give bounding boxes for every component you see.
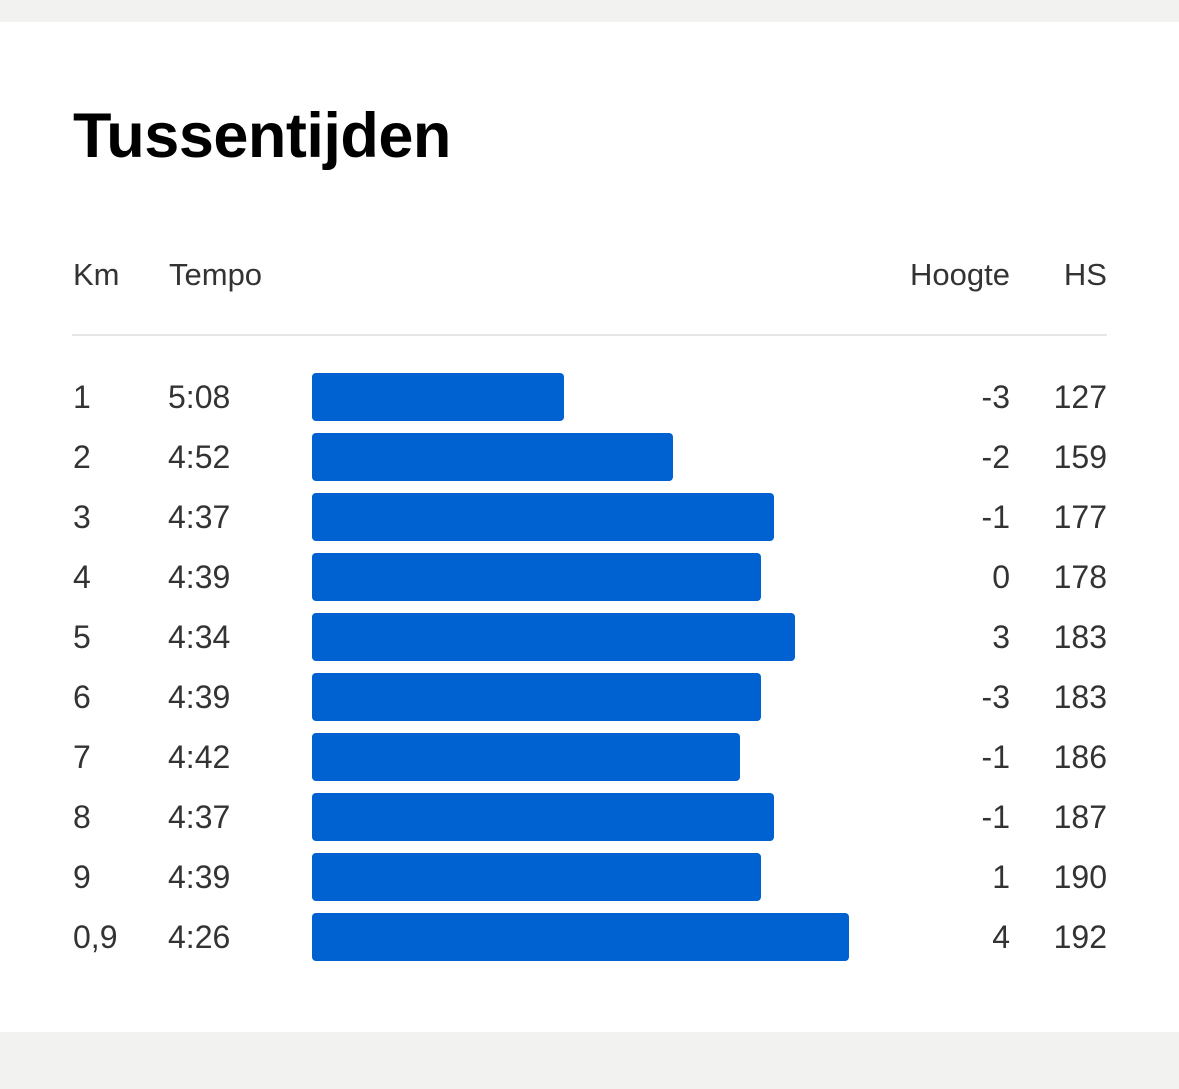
split-km: 5	[73, 619, 91, 655]
split-hoogte: 3	[992, 619, 1010, 655]
split-heart-rate: 127	[1053, 379, 1107, 415]
split-row: 7 4:42 -1 186	[0, 733, 1179, 781]
split-row: 6 4:39 -3 183	[0, 673, 1179, 721]
split-row: 4 4:39 0 178	[0, 553, 1179, 601]
split-heart-rate: 183	[1053, 679, 1107, 715]
split-row: 2 4:52 -2 159	[0, 433, 1179, 481]
pace-bar	[312, 553, 761, 601]
split-tempo: 4:39	[168, 559, 231, 595]
split-hoogte: 1	[992, 859, 1010, 895]
split-km: 2	[73, 439, 91, 475]
split-km: 0,9	[73, 919, 118, 955]
split-km: 8	[73, 799, 91, 835]
split-heart-rate: 159	[1053, 439, 1107, 475]
split-heart-rate: 192	[1053, 919, 1107, 955]
column-header-hs: HS	[1063, 257, 1107, 292]
split-hoogte: -3	[981, 379, 1010, 415]
split-heart-rate: 190	[1053, 859, 1107, 895]
header-divider	[72, 334, 1107, 336]
pace-bar	[312, 913, 849, 961]
pace-bar	[312, 853, 761, 901]
split-heart-rate: 177	[1053, 499, 1107, 535]
split-row: 1 5:08 -3 127	[0, 373, 1179, 421]
split-km: 9	[73, 859, 91, 895]
pace-bar	[312, 793, 774, 841]
split-hoogte: -1	[981, 499, 1010, 535]
split-tempo: 4:39	[168, 859, 231, 895]
column-header-hoogte: Hoogte	[910, 257, 1010, 292]
split-km: 7	[73, 739, 91, 775]
pace-bar	[312, 673, 761, 721]
split-tempo: 5:08	[168, 379, 231, 415]
pace-bar	[312, 733, 740, 781]
split-km: 1	[73, 379, 91, 415]
split-row: 5 4:34 3 183	[0, 613, 1179, 661]
split-tempo: 4:52	[168, 439, 231, 475]
split-row: 3 4:37 -1 177	[0, 493, 1179, 541]
split-heart-rate: 183	[1053, 619, 1107, 655]
pace-bar	[312, 613, 795, 661]
split-hoogte: -1	[981, 739, 1010, 775]
split-row: 9 4:39 1 190	[0, 853, 1179, 901]
split-hoogte: 4	[992, 919, 1010, 955]
split-hoogte: -1	[981, 799, 1010, 835]
split-tempo: 4:26	[168, 919, 231, 955]
split-hoogte: 0	[992, 559, 1010, 595]
split-heart-rate: 186	[1053, 739, 1107, 775]
split-tempo: 4:42	[168, 739, 231, 775]
pace-bar	[312, 493, 774, 541]
pace-bar	[312, 433, 673, 481]
split-row: 8 4:37 -1 187	[0, 793, 1179, 841]
column-header-tempo: Tempo	[169, 257, 263, 292]
split-tempo: 4:34	[168, 619, 231, 655]
split-km: 4	[73, 559, 91, 595]
split-tempo: 4:37	[168, 499, 231, 535]
pace-bar	[312, 373, 564, 421]
split-hoogte: -2	[981, 439, 1010, 475]
column-header-km: Km	[73, 257, 120, 292]
split-tempo: 4:39	[168, 679, 231, 715]
split-tempo: 4:37	[168, 799, 231, 835]
section-title: Tussentijden	[73, 101, 451, 171]
split-km: 3	[73, 499, 91, 535]
split-km: 6	[73, 679, 91, 715]
split-heart-rate: 178	[1053, 559, 1107, 595]
split-hoogte: -3	[981, 679, 1010, 715]
split-row: 0,9 4:26 4 192	[0, 913, 1179, 961]
split-heart-rate: 187	[1053, 799, 1107, 835]
